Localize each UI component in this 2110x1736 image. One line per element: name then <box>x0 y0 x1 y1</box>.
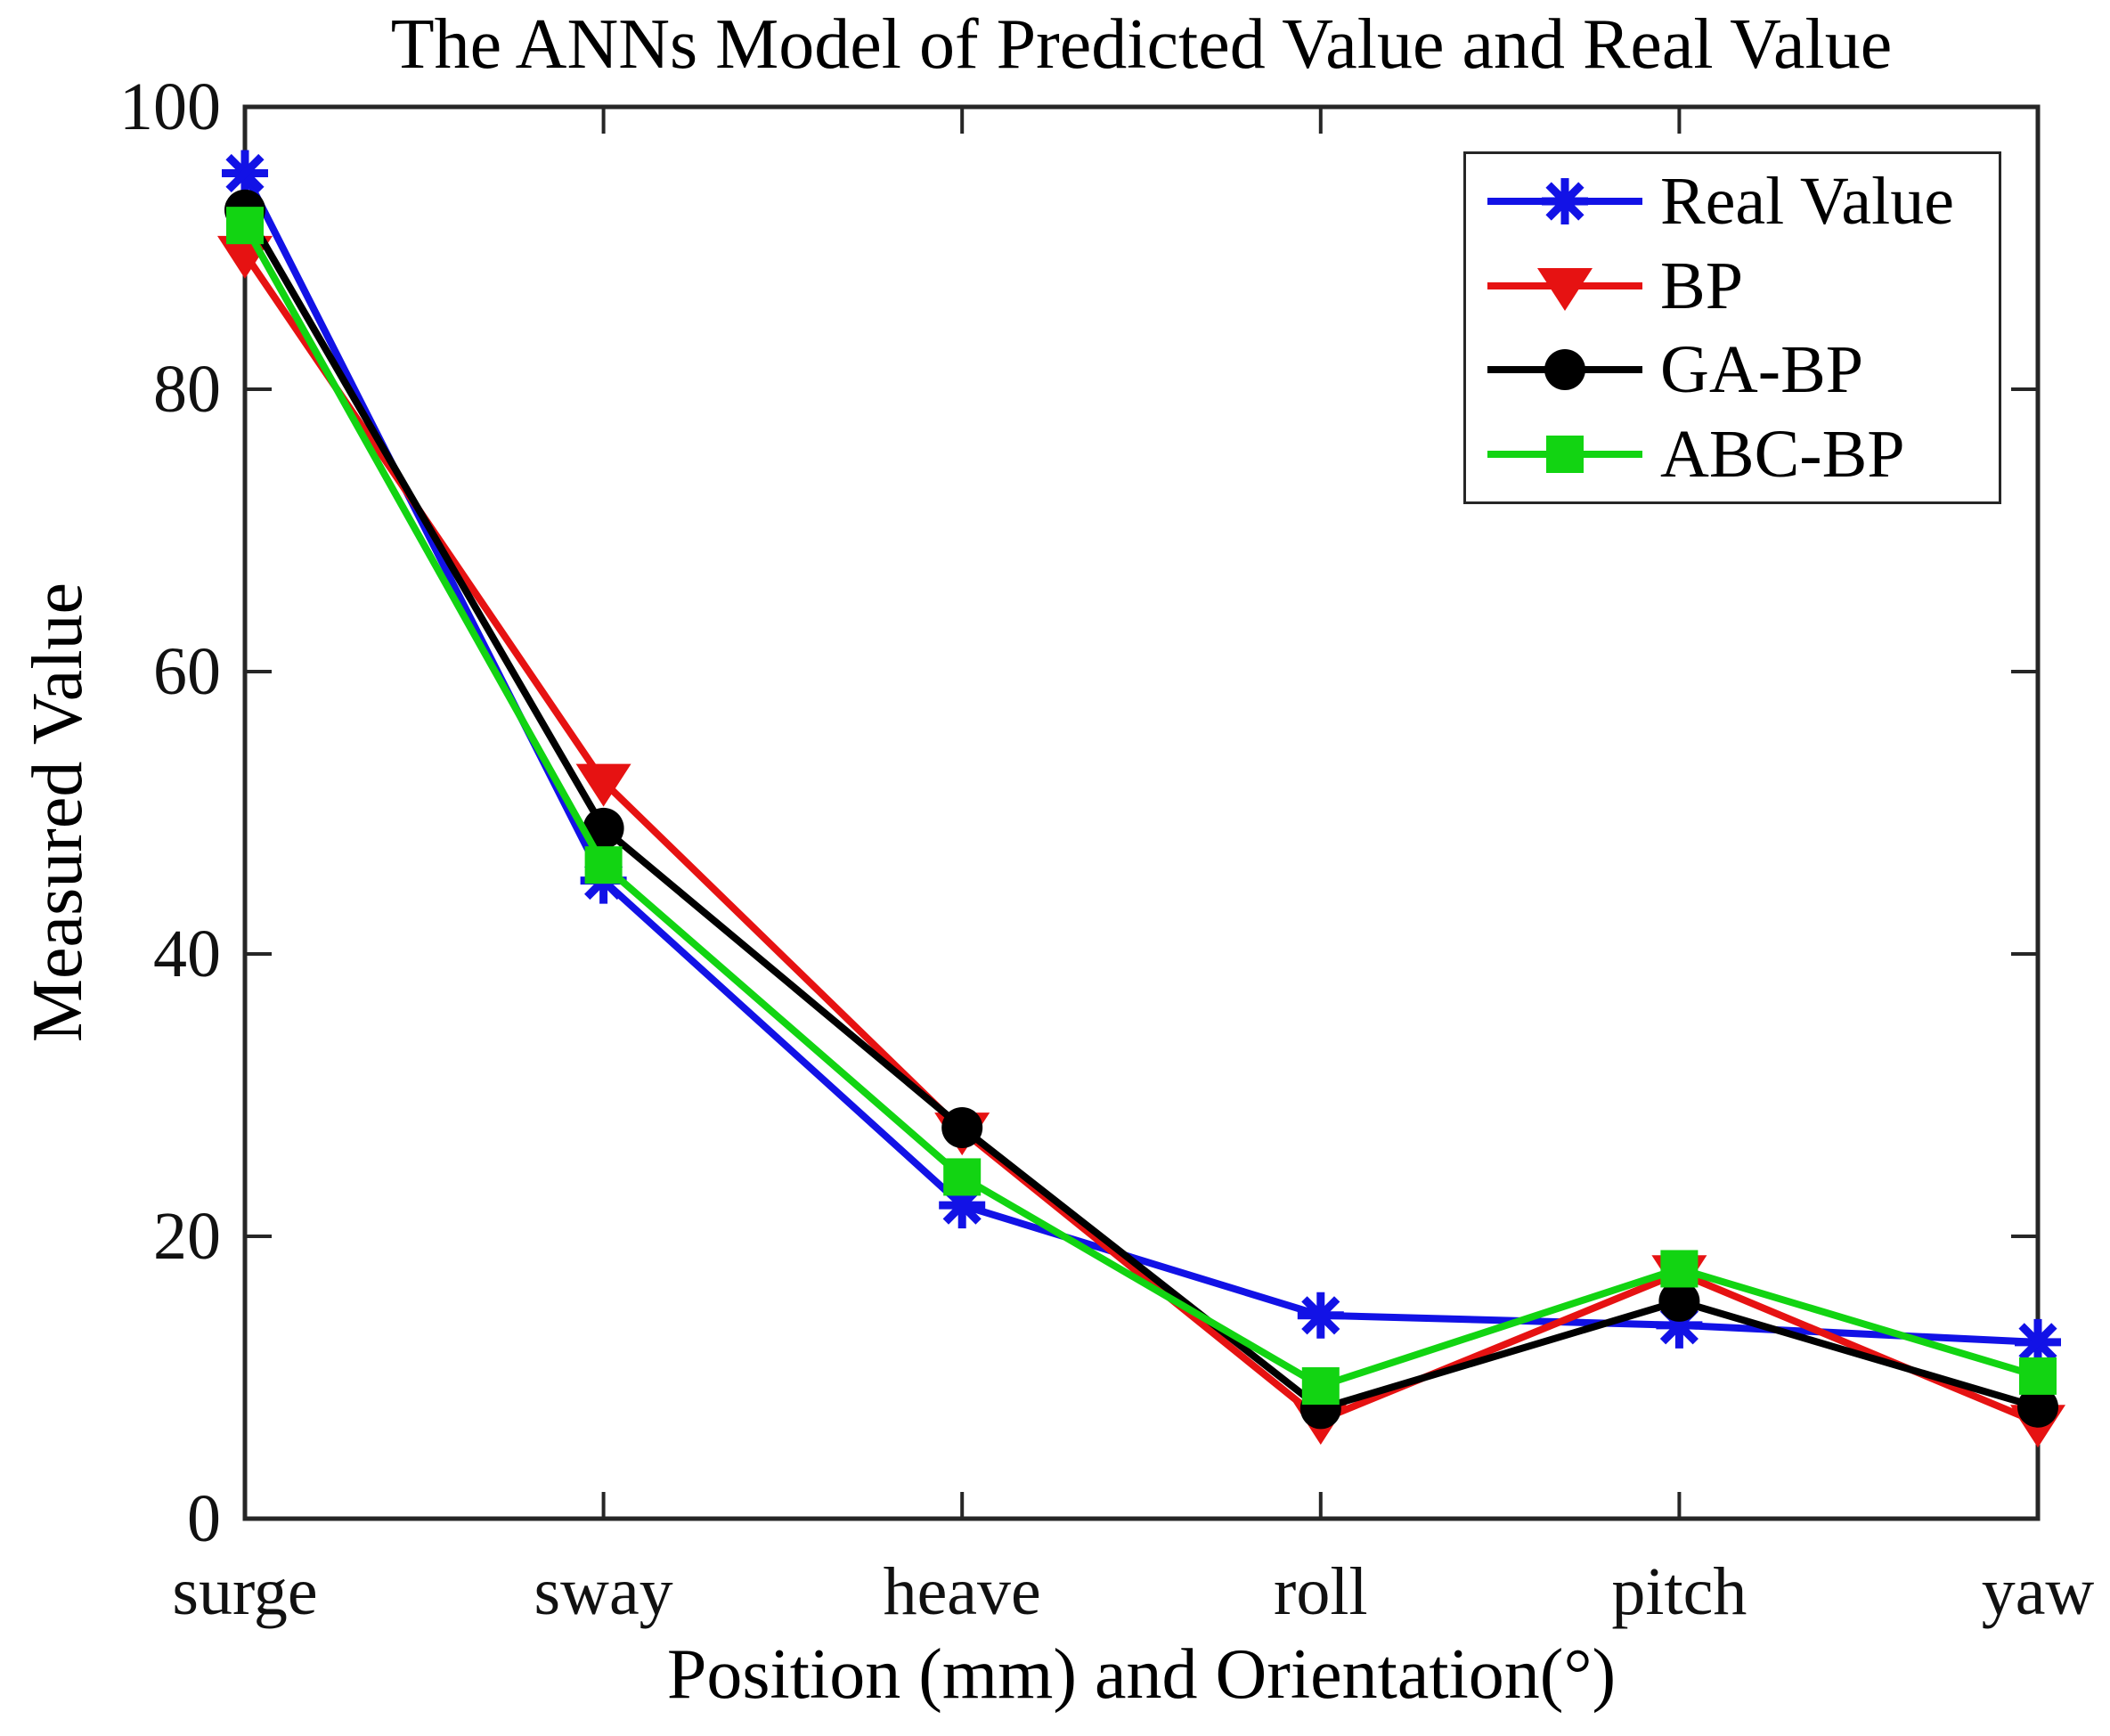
legend: Real Value BP GA-BP ABC-BP <box>1463 151 2001 504</box>
marker-real-value-surge <box>222 150 268 197</box>
legend-label-ga-bp: GA-BP <box>1660 332 1864 408</box>
x-tick-label-pitch: pitch <box>1611 1554 1747 1629</box>
legend-item-ga-bp: GA-BP <box>1466 329 1999 411</box>
series-line-ga-bp <box>241 208 2040 1413</box>
y-tick-label-20: 20 <box>153 1199 221 1274</box>
marker-abc-bp-heave <box>943 1158 982 1196</box>
legend-ga-bp-marker-icon <box>1487 349 1642 391</box>
marker-abc-bp-surge <box>226 207 264 245</box>
marker-ga-bp-yaw <box>2017 1386 2058 1428</box>
x-tick-label-yaw: yaw <box>1981 1554 2095 1629</box>
series-line-abc-bp <box>241 224 2040 1390</box>
legend-label-abc-bp: ABC-BP <box>1660 417 1905 493</box>
legend-item-real-value: Real Value <box>1466 160 1999 242</box>
series-line-bp <box>241 251 2040 1426</box>
legend-label-real-value: Real Value <box>1660 163 1954 239</box>
marker-ga-bp-sway <box>582 807 624 849</box>
y-tick-label-0: 0 <box>187 1481 221 1556</box>
x-tick-label-heave: heave <box>883 1554 1041 1629</box>
legend-label-bp: BP <box>1660 248 1743 323</box>
legend-abc-bp-marker-icon <box>1487 436 1642 474</box>
legend-marker-ga-bp <box>1544 349 1585 391</box>
y-tick-label-80: 80 <box>153 352 221 427</box>
plot-border <box>242 104 2041 1521</box>
legend-bp-marker-icon <box>1487 267 1642 311</box>
x-tick-label-roll: roll <box>1274 1554 1368 1629</box>
x-tick-label-surge: surge <box>172 1554 318 1629</box>
y-axis-label: Measured Value <box>19 582 97 1043</box>
marker-real-value-roll <box>1297 1292 1344 1339</box>
marker-abc-bp-roll <box>1301 1367 1340 1406</box>
marker-abc-bp-pitch <box>1660 1250 1699 1288</box>
legend-marker-bp <box>1537 267 1593 311</box>
x-tick-label-sway: sway <box>534 1554 673 1629</box>
legend-marker-real-value <box>1542 177 1588 224</box>
marker-ga-bp-heave <box>941 1106 983 1148</box>
x-axis-label: Position (mm) and Orientation(°) <box>666 1635 1617 1714</box>
legend-item-bp: BP <box>1466 245 1999 327</box>
marker-bp-sway <box>575 763 631 807</box>
marker-ga-bp-pitch <box>1658 1280 1700 1322</box>
y-tick-label-60: 60 <box>153 634 221 709</box>
marker-abc-bp-yaw <box>2019 1357 2057 1395</box>
legend-marker-abc-bp <box>1546 436 1584 474</box>
legend-real-value-marker-icon <box>1487 177 1642 224</box>
y-tick-label-100: 100 <box>119 69 221 144</box>
marker-abc-bp-sway <box>584 846 623 884</box>
chart-title: The ANNs Model of Predicted Value and Re… <box>390 5 1893 84</box>
y-tick-label-40: 40 <box>153 917 221 991</box>
legend-item-abc-bp: ABC-BP <box>1466 413 1999 495</box>
